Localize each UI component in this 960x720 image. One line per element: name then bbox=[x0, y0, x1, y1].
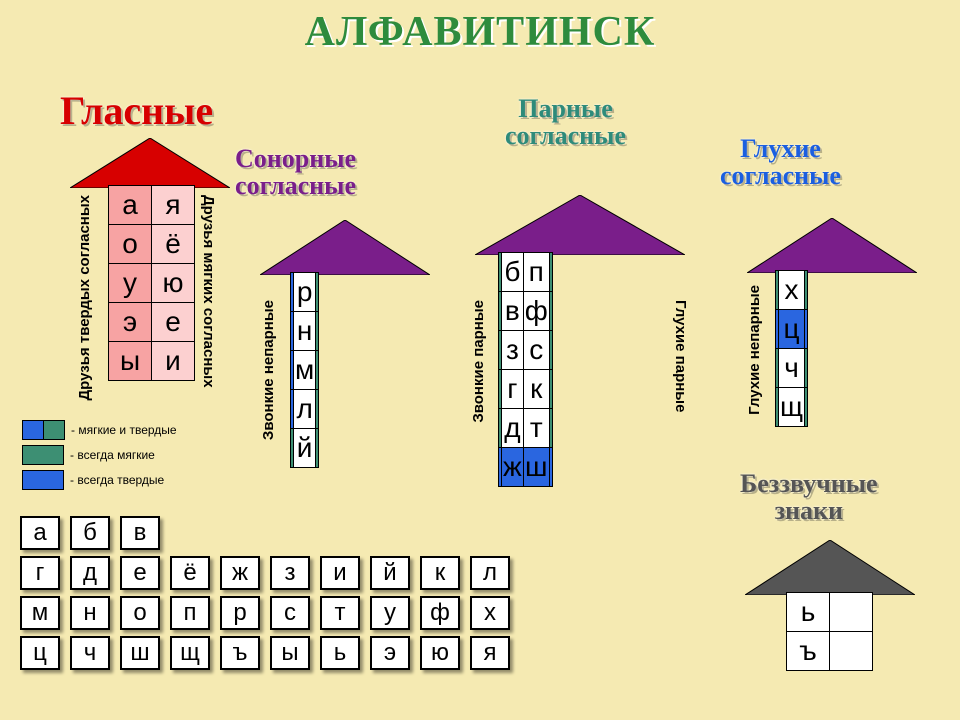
legend-both-text: - мягкие и твердые bbox=[71, 423, 177, 437]
legend-hard: - всегда твердые bbox=[22, 470, 164, 490]
alphabet-tile[interactable]: ь bbox=[320, 636, 360, 670]
legend-soft: - всегда мягкие bbox=[22, 445, 155, 465]
alphabet-tile[interactable]: н bbox=[70, 596, 110, 630]
legend-soft-text: - всегда мягкие bbox=[70, 448, 155, 462]
legend-both: - мягкие и твердые bbox=[22, 420, 177, 440]
sonorant-cell: й bbox=[294, 429, 316, 468]
vowel-cell: у bbox=[109, 264, 152, 303]
paired-roof bbox=[475, 195, 685, 255]
silent-grid: ьъ bbox=[786, 592, 873, 671]
alphabet-tile[interactable]: ё bbox=[170, 556, 210, 590]
alphabet-tile[interactable]: т bbox=[320, 596, 360, 630]
alphabet-tile[interactable]: п bbox=[170, 596, 210, 630]
label-voiced-paired: Звонкие парные bbox=[470, 300, 487, 423]
vowel-cell: ё bbox=[152, 225, 195, 264]
paired-cell: в bbox=[502, 292, 524, 331]
voiceless-cell: х bbox=[779, 271, 805, 310]
alphabet-tile[interactable]: ш bbox=[120, 636, 160, 670]
paired-cell: д bbox=[502, 409, 524, 448]
paired-cell: г bbox=[502, 370, 524, 409]
silent-cell: ь bbox=[787, 593, 830, 632]
vowel-cell: э bbox=[109, 303, 152, 342]
vowel-roof bbox=[70, 138, 230, 188]
voiceless-roof bbox=[747, 218, 917, 273]
paired-cell: ш bbox=[523, 448, 549, 487]
vowel-cell: ю bbox=[152, 264, 195, 303]
paired-cell: ф bbox=[523, 292, 549, 331]
vowel-cell: ы bbox=[109, 342, 152, 381]
alphabet-tile[interactable]: а bbox=[20, 516, 60, 550]
label-voiceless-unpaired: Глухие непарные bbox=[746, 285, 763, 415]
alphabet-tile[interactable]: в bbox=[120, 516, 160, 550]
alphabet-tile[interactable]: з bbox=[270, 556, 310, 590]
alphabet-tile[interactable]: л bbox=[470, 556, 510, 590]
main-title: АЛФАВИТИНСК bbox=[305, 8, 656, 56]
heading-silent: Беззвучныезнаки bbox=[740, 470, 878, 525]
heading-voiceless: Глухиесогласные bbox=[720, 135, 841, 190]
sonorant-cell: м bbox=[294, 351, 316, 390]
sonorant-cell: р bbox=[294, 273, 316, 312]
label-voiced-unpaired: Звонкие непарные bbox=[260, 300, 277, 440]
alphabet-tile[interactable]: ц bbox=[20, 636, 60, 670]
alphabet-tile[interactable]: к bbox=[420, 556, 460, 590]
vowel-cell: о bbox=[109, 225, 152, 264]
alphabet-tile[interactable]: г bbox=[20, 556, 60, 590]
alphabet-tile[interactable]: р bbox=[220, 596, 260, 630]
voiceless-cell: ч bbox=[779, 349, 805, 388]
paired-cell: ж bbox=[502, 448, 524, 487]
paired-cell: з bbox=[502, 331, 524, 370]
voiceless-cell: щ bbox=[779, 388, 805, 427]
vowel-cell: а bbox=[109, 186, 152, 225]
legend-hard-text: - всегда твердые bbox=[70, 473, 164, 487]
alphabet-tiles: абв гдеёжзийкл мнопрстуфх цчшщъыьэюя bbox=[20, 510, 520, 676]
sonorant-cell: н bbox=[294, 312, 316, 351]
alphabet-tile[interactable]: б bbox=[70, 516, 110, 550]
silent-cell: ъ bbox=[787, 632, 830, 671]
alphabet-tile[interactable]: х bbox=[470, 596, 510, 630]
voiceless-cell: ц bbox=[779, 310, 805, 349]
vowel-cell: и bbox=[152, 342, 195, 381]
heading-vowels: Гласные bbox=[60, 90, 213, 132]
alphabet-tile[interactable]: щ bbox=[170, 636, 210, 670]
paired-cell: п bbox=[523, 253, 549, 292]
heading-sonorant: Сонорныесогласные bbox=[235, 145, 356, 200]
vowel-cell: я bbox=[152, 186, 195, 225]
paired-cell: б bbox=[502, 253, 524, 292]
alphabet-tile[interactable]: э bbox=[370, 636, 410, 670]
alphabet-tile[interactable]: ч bbox=[70, 636, 110, 670]
paired-cell: к bbox=[523, 370, 549, 409]
label-voiceless-paired: Глухие парные bbox=[672, 300, 689, 412]
sonorant-roof bbox=[260, 220, 430, 275]
alphabet-tile[interactable]: о bbox=[120, 596, 160, 630]
alphabet-tile[interactable]: ъ bbox=[220, 636, 260, 670]
silent-roof bbox=[745, 540, 915, 595]
sonorant-cell: л bbox=[294, 390, 316, 429]
paired-cell: т bbox=[523, 409, 549, 448]
alphabet-tile[interactable]: с bbox=[270, 596, 310, 630]
alphabet-tile[interactable]: и bbox=[320, 556, 360, 590]
alphabet-tile[interactable]: е bbox=[120, 556, 160, 590]
paired-cell: с bbox=[523, 331, 549, 370]
alphabet-tile[interactable]: я bbox=[470, 636, 510, 670]
vowel-grid: аяоёуюэеыи bbox=[108, 185, 195, 381]
label-soft-friends: Друзья мягких согласных bbox=[200, 195, 217, 388]
heading-paired: Парныесогласные bbox=[505, 95, 626, 150]
alphabet-tile[interactable]: д bbox=[70, 556, 110, 590]
alphabet-tile[interactable]: м bbox=[20, 596, 60, 630]
alphabet-tile[interactable]: ю bbox=[420, 636, 460, 670]
label-hard-friends: Друзья твердых согласных bbox=[76, 195, 93, 401]
alphabet-tile[interactable]: ф bbox=[420, 596, 460, 630]
vowel-cell: е bbox=[152, 303, 195, 342]
alphabet-tile[interactable]: ж bbox=[220, 556, 260, 590]
alphabet-tile[interactable]: у bbox=[370, 596, 410, 630]
alphabet-tile[interactable]: ы bbox=[270, 636, 310, 670]
alphabet-tile[interactable]: й bbox=[370, 556, 410, 590]
